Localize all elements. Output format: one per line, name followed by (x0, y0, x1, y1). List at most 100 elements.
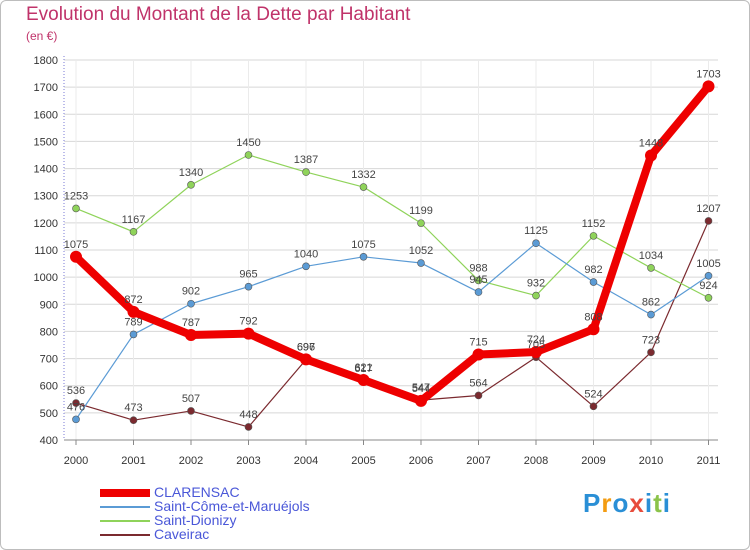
data-label-clarensac: 1075 (64, 239, 88, 251)
data-label-clarensac: 697 (297, 341, 315, 353)
series-line-clarensac (72, 82, 713, 405)
data-point-caveirac (589, 402, 598, 411)
data-point-saint-dionizy (244, 151, 253, 159)
data-label-saint-dionizy: 924 (699, 280, 717, 292)
data-label-saint-dionizy: 1450 (236, 137, 260, 149)
proxiti-logo: Proxiti (583, 488, 671, 519)
data-label-caveirac: 723 (642, 334, 660, 346)
y-tick-label: 1000 (34, 272, 58, 284)
x-tick-label: 2007 (466, 455, 490, 467)
data-point-saint-dionizy (647, 264, 655, 272)
data-label-caveirac: 564 (469, 377, 487, 389)
y-tick-label: 1400 (34, 164, 58, 176)
legend-label: Saint-Côme-et-Maruéjols (154, 498, 310, 514)
y-tick-label: 700 (40, 354, 58, 366)
data-point-caveirac (704, 217, 713, 225)
data-point-clarensac (242, 327, 255, 340)
legend-item-clarensac: CLARENSAC (100, 485, 310, 499)
data-point-saint-c-me-et-maru-jols (187, 299, 195, 308)
data-label-saint-c-me-et-maru-jols: 476 (67, 401, 85, 413)
data-label-saint-c-me-et-maru-jols: 1040 (294, 248, 318, 260)
data-label-saint-c-me-et-maru-jols: 1075 (351, 239, 375, 251)
legend-swatch (100, 534, 150, 537)
data-label-saint-c-me-et-maru-jols: 965 (239, 269, 257, 281)
data-point-saint-c-me-et-maru-jols (532, 239, 540, 248)
data-label-saint-c-me-et-maru-jols: 862 (642, 297, 660, 309)
data-label-clarensac: 808 (584, 311, 602, 323)
y-tick-label: 800 (40, 326, 58, 338)
x-tick-label: 2002 (179, 455, 203, 467)
data-point-caveirac (244, 423, 253, 431)
data-label-saint-c-me-et-maru-jols: 1005 (696, 258, 720, 270)
data-label-caveirac: 473 (124, 402, 142, 414)
x-tick-label: 2003 (236, 455, 260, 467)
data-point-caveirac (474, 391, 483, 400)
data-point-clarensac (415, 394, 427, 407)
data-point-saint-dionizy (72, 204, 80, 213)
data-label-clarensac: 787 (182, 317, 200, 329)
chart-title: Evolution du Montant de la Dette par Hab… (26, 4, 411, 25)
series-line-saint-dionizy (75, 154, 710, 299)
data-label-caveirac: 617 (354, 363, 372, 375)
data-point-clarensac (587, 323, 600, 336)
legend-label: Saint-Dionizy (154, 512, 237, 528)
data-label-saint-c-me-et-maru-jols: 945 (469, 274, 487, 286)
data-label-saint-dionizy: 1253 (64, 190, 88, 202)
y-tick-label: 1700 (34, 82, 58, 94)
series-line-saint-c-me-et-maru-jols (75, 242, 710, 420)
data-point-caveirac (647, 348, 655, 357)
logo-letter: i (644, 488, 654, 518)
data-point-clarensac (702, 80, 715, 93)
x-tick-label: 2010 (639, 455, 663, 467)
data-point-saint-c-me-et-maru-jols (474, 288, 483, 296)
data-label-clarensac: 621 (354, 362, 372, 374)
x-tick-label: 2004 (294, 455, 318, 467)
data-label-caveirac: 524 (584, 388, 602, 400)
data-label-caveirac: 705 (527, 339, 545, 351)
y-tick-label: 1500 (34, 136, 58, 148)
data-label-saint-dionizy: 1332 (351, 169, 375, 181)
x-tick-label: 2008 (524, 455, 548, 467)
data-point-caveirac (72, 399, 80, 407)
data-label-clarensac: 792 (239, 316, 257, 328)
legend-label: CLARENSAC (154, 484, 240, 500)
data-point-saint-c-me-et-maru-jols (704, 271, 713, 280)
data-point-saint-dionizy (589, 232, 598, 240)
data-point-saint-dionizy (704, 293, 713, 302)
data-label-clarensac: 724 (527, 334, 545, 346)
data-point-saint-c-me-et-maru-jols (417, 259, 425, 267)
data-label-saint-c-me-et-maru-jols: 1125 (524, 225, 548, 237)
data-point-clarensac (645, 149, 657, 162)
legend-item-caveirac: Caveirac (100, 527, 310, 541)
data-point-saint-c-me-et-maru-jols (72, 415, 80, 424)
data-label-saint-dionizy: 932 (527, 278, 545, 290)
legend-item-saint-c-me-et-maru-jols: Saint-Côme-et-Maruéjols (100, 499, 310, 513)
data-point-saint-dionizy (532, 291, 540, 300)
legend-swatch (100, 520, 150, 523)
data-label-caveirac: 696 (297, 342, 315, 354)
legend-item-saint-dionizy: Saint-Dionizy (100, 513, 310, 527)
x-tick-label: 2006 (409, 455, 433, 467)
data-point-caveirac (129, 416, 138, 424)
data-point-clarensac (472, 348, 485, 361)
data-label-caveirac: 448 (239, 409, 257, 421)
logo-letter: o (612, 488, 630, 518)
data-label-saint-dionizy: 1034 (639, 250, 663, 262)
data-label-saint-dionizy: 988 (469, 262, 487, 274)
x-tick-label: 2000 (64, 455, 88, 467)
y-tick-label: 500 (40, 408, 58, 420)
data-point-saint-c-me-et-maru-jols (589, 278, 598, 286)
data-label-saint-dionizy: 1199 (409, 205, 433, 217)
data-label-clarensac: 715 (469, 337, 487, 349)
y-tick-label: 1300 (34, 191, 58, 203)
chart-legend: CLARENSAC Saint-Côme-et-Maruéjols Saint-Di… (100, 485, 310, 541)
data-point-saint-dionizy (474, 276, 483, 285)
x-tick-label: 2005 (351, 455, 375, 467)
y-tick-label: 1200 (34, 218, 58, 230)
data-label-caveirac: 547 (412, 382, 430, 394)
data-label-caveirac: 536 (67, 385, 85, 397)
legend-swatch (100, 489, 150, 498)
x-tick-label: 2011 (697, 455, 721, 467)
